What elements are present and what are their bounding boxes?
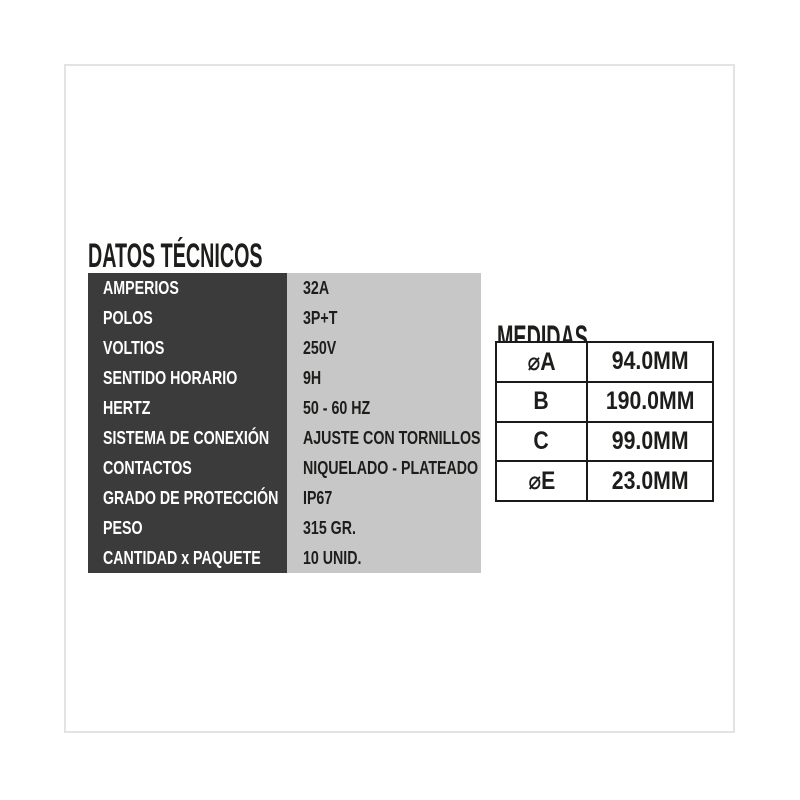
spec-label-text: SISTEMA DE CONEXIÓN [103, 427, 270, 448]
medidas-table: ⌀A 94.0MM B 190.0MM C 99.0MM ⌀E 23.0MM [495, 341, 714, 502]
spec-value-cell: 3P+T [287, 303, 481, 333]
spec-row-voltios: VOLTIOS 250V [88, 333, 481, 363]
medidas-dim-cell: B [497, 382, 588, 421]
spec-label-text: CONTACTOS [103, 457, 192, 478]
spec-row-polos: POLOS 3P+T [88, 303, 481, 333]
spec-value-text: 250V [303, 337, 337, 358]
spec-label-cell: PESO [88, 513, 287, 543]
spec-row-grado-proteccion: GRADO DE PROTECCIÓN IP67 [88, 483, 481, 513]
spec-row-sentido-horario: SENTIDO HORARIO 9H [88, 363, 481, 393]
spec-label-cell: CONTACTOS [88, 453, 287, 483]
medidas-dim-cell: ⌀E [497, 462, 588, 500]
medidas-row-e: ⌀E 23.0MM [497, 460, 712, 500]
spec-row-amperios: AMPERIOS 32A [88, 273, 481, 303]
medidas-dim-cell: ⌀A [497, 343, 588, 381]
spec-label-text: HERTZ [103, 397, 151, 418]
spec-value-text: AJUSTE CON TORNILLOS [303, 427, 481, 448]
spec-label-text: VOLTIOS [103, 337, 165, 358]
medidas-value-cell: 99.0MM [588, 423, 712, 461]
spec-value-cell: NIQUELADO - PLATEADO [287, 453, 481, 483]
spec-value-text: 10 UNID. [303, 547, 362, 568]
datos-tecnicos-table: AMPERIOS 32A POLOS 3P+T VOLTIOS 250V SEN… [88, 273, 481, 573]
spec-value-cell: 315 GR. [287, 513, 481, 543]
spec-value-cell: 9H [287, 363, 481, 393]
medidas-value-text: 99.0MM [611, 426, 689, 455]
spec-value-text: 3P+T [303, 307, 338, 328]
spec-value-cell: 250V [287, 333, 481, 363]
spec-value-cell: 10 UNID. [287, 543, 481, 573]
spec-label-cell: HERTZ [88, 393, 287, 423]
datos-tecnicos-title-text: DATOS TÉCNICOS [88, 236, 263, 275]
spec-label-text: SENTIDO HORARIO [103, 367, 238, 388]
medidas-dim-text: ⌀A [527, 347, 556, 376]
spec-label-cell: AMPERIOS [88, 273, 287, 303]
medidas-row-b: B 190.0MM [497, 380, 712, 421]
spec-value-text: 32A [303, 277, 330, 298]
spec-value-cell: AJUSTE CON TORNILLOS [287, 423, 481, 453]
spec-value-cell: 32A [287, 273, 481, 303]
spec-value-text: 9H [303, 367, 322, 388]
medidas-value-text: 190.0MM [605, 387, 695, 416]
spec-value-text: 315 GR. [303, 517, 356, 538]
medidas-value-text: 23.0MM [611, 466, 689, 495]
spec-label-text: PESO [103, 517, 143, 538]
spec-label-text: POLOS [103, 307, 153, 328]
spec-row-contactos: CONTACTOS NIQUELADO - PLATEADO [88, 453, 481, 483]
medidas-value-cell: 23.0MM [588, 462, 712, 500]
medidas-dim-text: ⌀E [528, 467, 555, 496]
medidas-value-text: 94.0MM [611, 347, 689, 376]
medidas-dim-cell: C [497, 422, 588, 461]
spec-value-text: IP67 [303, 487, 333, 508]
spec-label-text: GRADO DE PROTECCIÓN [103, 487, 279, 508]
spec-value-cell: 50 - 60 HZ [287, 393, 481, 423]
spec-label-cell: VOLTIOS [88, 333, 287, 363]
spec-label-cell: CANTIDAD x PAQUETE [88, 543, 287, 573]
spec-value-cell: IP67 [287, 483, 481, 513]
medidas-value-cell: 94.0MM [588, 343, 712, 381]
spec-row-sistema-conexion: SISTEMA DE CONEXIÓN AJUSTE CON TORNILLOS [88, 423, 481, 453]
spec-label-cell: GRADO DE PROTECCIÓN [88, 483, 287, 513]
spec-row-hertz: HERTZ 50 - 60 HZ [88, 393, 481, 423]
spec-value-text: NIQUELADO - PLATEADO [303, 457, 479, 478]
spec-label-cell: SENTIDO HORARIO [88, 363, 287, 393]
medidas-dim-text: B [533, 387, 550, 416]
spec-label-text: AMPERIOS [103, 277, 179, 298]
medidas-row-c: C 99.0MM [497, 420, 712, 461]
spec-row-cantidad-paquete: CANTIDAD x PAQUETE 10 UNID. [88, 543, 481, 573]
spec-label-text: CANTIDAD x PAQUETE [103, 547, 261, 568]
spec-label-cell: POLOS [88, 303, 287, 333]
spec-label-cell: SISTEMA DE CONEXIÓN [88, 423, 287, 453]
medidas-value-cell: 190.0MM [588, 383, 712, 421]
medidas-dim-text: C [533, 426, 550, 455]
datos-tecnicos-title: DATOS TÉCNICOS [88, 239, 389, 273]
spec-row-peso: PESO 315 GR. [88, 513, 481, 543]
spec-value-text: 50 - 60 HZ [303, 397, 371, 418]
medidas-row-a: ⌀A 94.0MM [497, 343, 712, 381]
